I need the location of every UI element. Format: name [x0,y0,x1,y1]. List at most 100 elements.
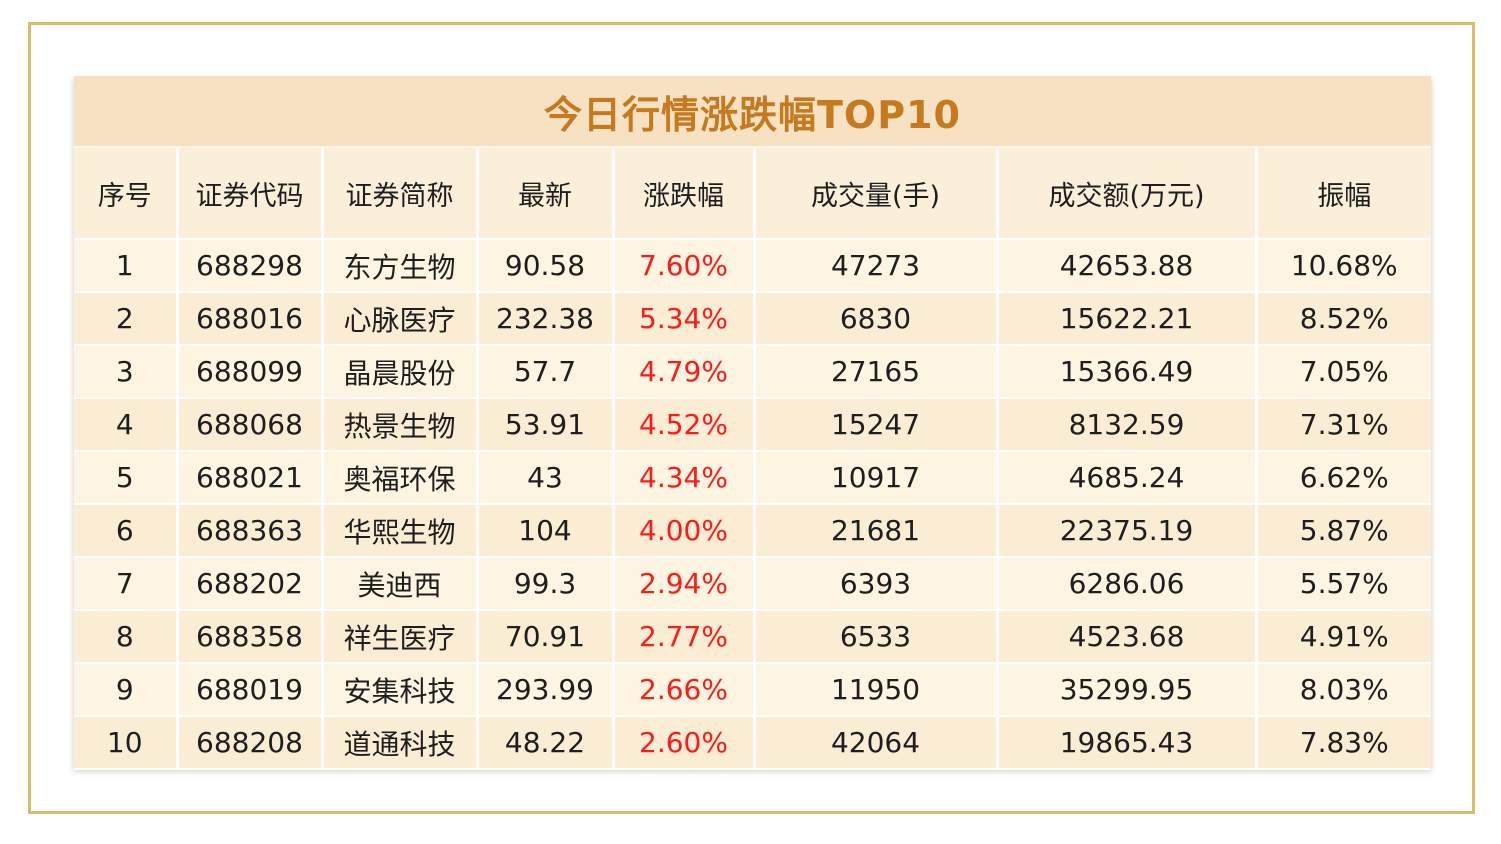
cell-change: 2.66% [613,663,756,717]
cell-name: 道通科技 [322,716,479,770]
cell-name: 祥生医疗 [322,610,479,664]
cell-latest: 53.91 [477,398,615,452]
cell-name: 美迪西 [322,557,479,611]
cell-turnover: 22375.19 [997,504,1258,558]
cell-turnover: 15622.21 [997,292,1258,346]
cell-code: 688016 [177,292,324,346]
cell-code: 688298 [177,239,324,293]
cell-volume: 6393 [754,557,999,611]
cell-index: 7 [74,557,179,611]
table-row: 2 688016 心脉医疗 232.38 5.34% 6830 15622.21… [74,292,1431,346]
cell-index: 1 [74,239,179,293]
table-row: 6 688363 华熙生物 104 4.00% 21681 22375.19 5… [74,504,1431,558]
table-row: 10 688208 道通科技 48.22 2.60% 42064 19865.4… [74,716,1431,770]
cell-code: 688208 [177,716,324,770]
cell-amplitude: 7.83% [1256,716,1431,770]
cell-amplitude: 8.52% [1256,292,1431,346]
cell-latest: 104 [477,504,615,558]
cell-latest: 57.7 [477,345,615,399]
cell-volume: 6533 [754,610,999,664]
cell-amplitude: 10.68% [1256,239,1431,293]
cell-name: 安集科技 [322,663,479,717]
cell-index: 8 [74,610,179,664]
header-index: 序号 [74,148,179,240]
header-name: 证券简称 [322,148,479,240]
cell-code: 688068 [177,398,324,452]
cell-change: 2.77% [613,610,756,664]
cell-name: 心脉医疗 [322,292,479,346]
cell-amplitude: 6.62% [1256,451,1431,505]
slide-frame [28,22,1475,814]
cell-volume: 47273 [754,239,999,293]
cell-volume: 27165 [754,345,999,399]
cell-index: 4 [74,398,179,452]
cell-code: 688019 [177,663,324,717]
cell-change: 7.60% [613,239,756,293]
header-turnover: 成交额(万元) [997,148,1258,240]
header-code: 证券代码 [177,148,324,240]
cell-volume: 21681 [754,504,999,558]
table-row: 9 688019 安集科技 293.99 2.66% 11950 35299.9… [74,663,1431,717]
cell-index: 10 [74,716,179,770]
cell-turnover: 4523.68 [997,610,1258,664]
cell-amplitude: 7.05% [1256,345,1431,399]
table-title: 今日行情涨跌幅TOP10 [544,92,961,137]
ranking-table: 序号 证券代码 证券简称 最新 涨跌幅 成交量(手) 成交额(万元) 振幅 1 … [74,148,1431,770]
cell-index: 2 [74,292,179,346]
cell-change: 4.79% [613,345,756,399]
cell-code: 688099 [177,345,324,399]
cell-index: 6 [74,504,179,558]
cell-latest: 48.22 [477,716,615,770]
cell-volume: 42064 [754,716,999,770]
cell-latest: 99.3 [477,557,615,611]
cell-amplitude: 5.87% [1256,504,1431,558]
cell-volume: 10917 [754,451,999,505]
header-latest: 最新 [477,148,615,240]
cell-index: 9 [74,663,179,717]
cell-turnover: 6286.06 [997,557,1258,611]
cell-volume: 11950 [754,663,999,717]
header-amplitude: 振幅 [1256,148,1431,240]
cell-amplitude: 4.91% [1256,610,1431,664]
cell-name: 东方生物 [322,239,479,293]
cell-turnover: 4685.24 [997,451,1258,505]
cell-latest: 232.38 [477,292,615,346]
cell-name: 晶晨股份 [322,345,479,399]
cell-index: 3 [74,345,179,399]
cell-change: 5.34% [613,292,756,346]
cell-amplitude: 8.03% [1256,663,1431,717]
cell-change: 4.52% [613,398,756,452]
cell-change: 4.00% [613,504,756,558]
table-row: 4 688068 热景生物 53.91 4.52% 15247 8132.59 … [74,398,1431,452]
cell-change: 2.60% [613,716,756,770]
cell-volume: 6830 [754,292,999,346]
cell-turnover: 35299.95 [997,663,1258,717]
cell-change: 2.94% [613,557,756,611]
cell-code: 688202 [177,557,324,611]
cell-index: 5 [74,451,179,505]
cell-name: 奥福环保 [322,451,479,505]
cell-code: 688363 [177,504,324,558]
cell-amplitude: 7.31% [1256,398,1431,452]
header-volume: 成交量(手) [754,148,999,240]
cell-latest: 70.91 [477,610,615,664]
cell-amplitude: 5.57% [1256,557,1431,611]
cell-turnover: 8132.59 [997,398,1258,452]
cell-code: 688021 [177,451,324,505]
cell-code: 688358 [177,610,324,664]
cell-name: 热景生物 [322,398,479,452]
cell-latest: 293.99 [477,663,615,717]
table-row: 7 688202 美迪西 99.3 2.94% 6393 6286.06 5.5… [74,557,1431,611]
cell-turnover: 15366.49 [997,345,1258,399]
table-row: 5 688021 奥福环保 43 4.34% 10917 4685.24 6.6… [74,451,1431,505]
cell-latest: 90.58 [477,239,615,293]
title-bar: 今日行情涨跌幅TOP10 [74,76,1431,146]
cell-name: 华熙生物 [322,504,479,558]
cell-latest: 43 [477,451,615,505]
header-row: 序号 证券代码 证券简称 最新 涨跌幅 成交量(手) 成交额(万元) 振幅 [74,148,1431,240]
header-change: 涨跌幅 [613,148,756,240]
cell-turnover: 19865.43 [997,716,1258,770]
cell-change: 4.34% [613,451,756,505]
table-row: 8 688358 祥生医疗 70.91 2.77% 6533 4523.68 4… [74,610,1431,664]
table-card: 今日行情涨跌幅TOP10 序号 证券代码 证券简称 最新 涨跌幅 成交量(手) … [74,76,1431,770]
